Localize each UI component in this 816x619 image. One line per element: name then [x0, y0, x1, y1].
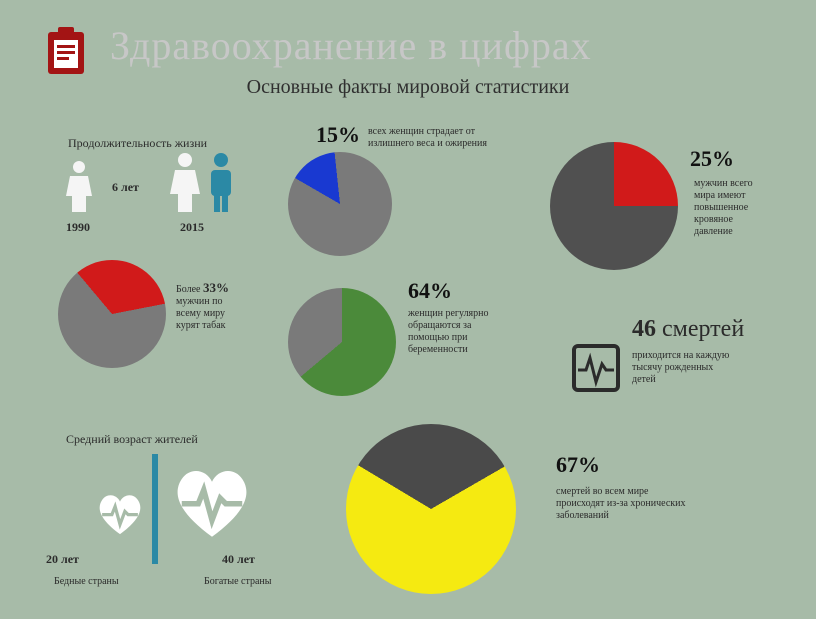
- preg-caption: женщин регулярно обращаются за помощью п…: [408, 308, 528, 356]
- bp-pie: [550, 142, 678, 270]
- chronic-caption: смертей во всем мире происходят из-за хр…: [556, 486, 736, 522]
- heart-icon-small: [94, 490, 146, 541]
- overweight-percent: 15%: [316, 122, 360, 148]
- age-right-val: 40 лет: [222, 552, 255, 567]
- smoke-caption: Более 33% мужчин по всему миру курят таб…: [176, 280, 266, 332]
- age-heading: Средний возраст жителей: [66, 432, 198, 447]
- age-divider: [152, 454, 158, 564]
- age-left-label: Бедные страны: [54, 576, 119, 588]
- life-heading: Продолжительность жизни: [68, 136, 207, 151]
- overweight-pie: [288, 152, 392, 256]
- person-icon-2015-male: [204, 152, 238, 219]
- chronic-percent: 67%: [556, 452, 600, 478]
- bp-caption: мужчин всего мира имеют повышенное кровя…: [694, 178, 794, 238]
- person-icon-1990: [64, 160, 94, 219]
- page-subtitle: Основные факты мировой статистики: [0, 76, 816, 99]
- heartbeat-icon: [570, 342, 622, 399]
- deaths-caption: приходится на каждую тысячу рожденных де…: [632, 350, 782, 386]
- preg-percent: 64%: [408, 278, 452, 304]
- life-year-1990: 1990: [66, 220, 90, 235]
- deaths-headline: 46 смертей: [632, 316, 744, 343]
- bp-percent: 25%: [690, 146, 734, 172]
- heart-icon-large: [168, 462, 256, 545]
- overweight-caption: всех женщин страдает от излишнего веса и…: [368, 126, 518, 150]
- life-gap-label: 6 лет: [112, 180, 139, 195]
- page-title: Здравоохранение в цифрах: [110, 22, 592, 69]
- life-year-2015: 2015: [180, 220, 204, 235]
- clipboard-icon: [42, 24, 90, 83]
- preg-pie: [288, 288, 396, 396]
- chronic-pie: [346, 424, 516, 594]
- smoke-pie: [58, 260, 166, 368]
- person-icon-2015-female: [168, 152, 202, 219]
- age-left-val: 20 лет: [46, 552, 79, 567]
- age-right-label: Богатые страны: [204, 576, 272, 588]
